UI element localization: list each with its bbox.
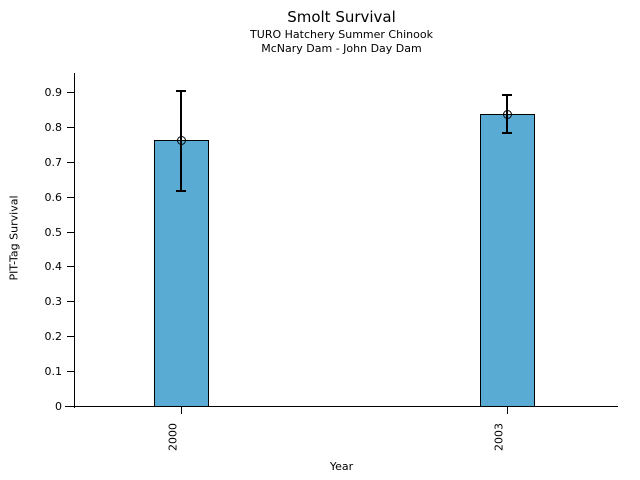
y-tick-label: 0.8	[44, 120, 63, 134]
y-tick-label: 0.3	[44, 295, 63, 309]
error-bar-cap-bottom	[176, 189, 186, 192]
y-tick	[67, 406, 74, 407]
y-tick-label: 0	[55, 400, 62, 413]
bar	[479, 113, 535, 407]
y-tick	[67, 231, 74, 233]
chart-subtitle-2: McNary Dam - John Day Dam	[261, 42, 422, 55]
x-tick	[507, 407, 508, 414]
y-tick	[67, 336, 74, 338]
x-axis-line	[65, 406, 618, 407]
y-tick	[67, 126, 74, 128]
x-tick-label: 2003	[492, 423, 506, 451]
x-axis-label: Year	[329, 460, 354, 473]
y-tick-label: 0.5	[44, 225, 63, 239]
chart-title: Smolt Survival	[287, 8, 396, 26]
chart-subtitle-1: TURO Hatchery Summer Chinook	[250, 28, 433, 41]
y-tick-label: 0.9	[44, 86, 63, 99]
y-tick-label: 0.7	[44, 155, 63, 169]
x-tick-label: 2000	[166, 423, 180, 451]
y-tick-label: 0.2	[44, 330, 63, 344]
y-tick	[67, 371, 74, 373]
y-tick-label: 0.6	[44, 190, 63, 204]
y-tick-label: 0.1	[44, 365, 63, 379]
y-tick	[67, 301, 74, 303]
data-point-marker	[503, 109, 512, 119]
y-tick-label: 0.4	[44, 260, 63, 274]
y-axis-line	[74, 73, 75, 408]
y-tick	[67, 92, 74, 93]
y-tick	[67, 266, 74, 268]
error-bar-cap-bottom	[502, 132, 512, 135]
error-bar-cap-top	[176, 90, 186, 93]
x-tick	[181, 407, 182, 414]
error-bar-cap-top	[502, 93, 512, 96]
y-tick	[67, 196, 74, 198]
y-tick	[67, 161, 74, 163]
data-point-marker	[177, 136, 186, 146]
